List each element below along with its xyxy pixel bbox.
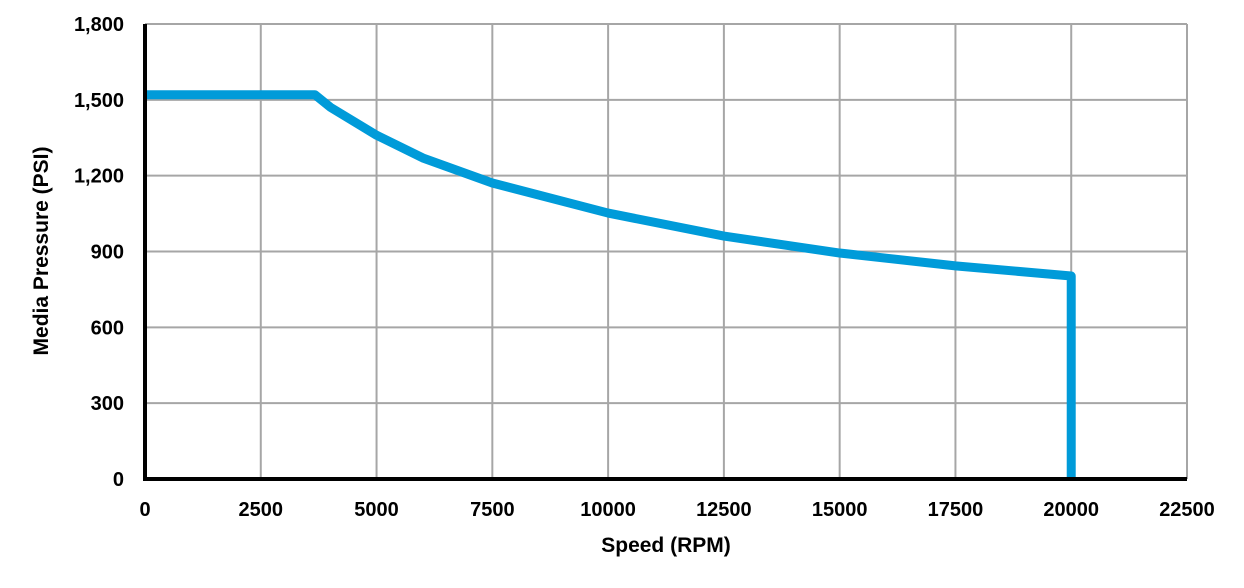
y-tick-label: 1,800 <box>74 14 124 36</box>
axes <box>143 24 1187 481</box>
x-tick-label: 17500 <box>928 499 984 521</box>
y-tick-label: 900 <box>91 242 124 264</box>
y-tick-label: 1,200 <box>74 166 124 188</box>
x-tick-labels: 0 2500 5000 7500 10000 12500 15000 17500 20000 22… <box>139 499 1214 521</box>
x-tick-label: 5000 <box>354 499 399 521</box>
y-tick-label: 300 <box>91 393 124 415</box>
series <box>145 90 1076 479</box>
x-tick-label: 2500 <box>239 499 284 521</box>
y-tick-label: 600 <box>91 317 124 339</box>
x-tick-label: 0 <box>139 499 150 521</box>
x-tick-label: 10000 <box>580 499 636 521</box>
x-tick-label: 22500 <box>1159 499 1215 521</box>
y-tick-label: 0 <box>113 469 124 491</box>
y-tick-labels: 0 300 600 900 1,200 1,500 1,800 <box>74 14 124 491</box>
y-axis-label: Media Pressure (PSI) <box>30 147 53 356</box>
x-tick-label: 12500 <box>696 499 752 521</box>
x-axis-label: Speed (RPM) <box>601 534 731 557</box>
x-tick-label: 15000 <box>812 499 868 521</box>
y-tick-label: 1,500 <box>74 90 124 112</box>
x-tick-label: 20000 <box>1043 499 1099 521</box>
series-line <box>145 90 1076 479</box>
x-tick-label: 7500 <box>470 499 515 521</box>
